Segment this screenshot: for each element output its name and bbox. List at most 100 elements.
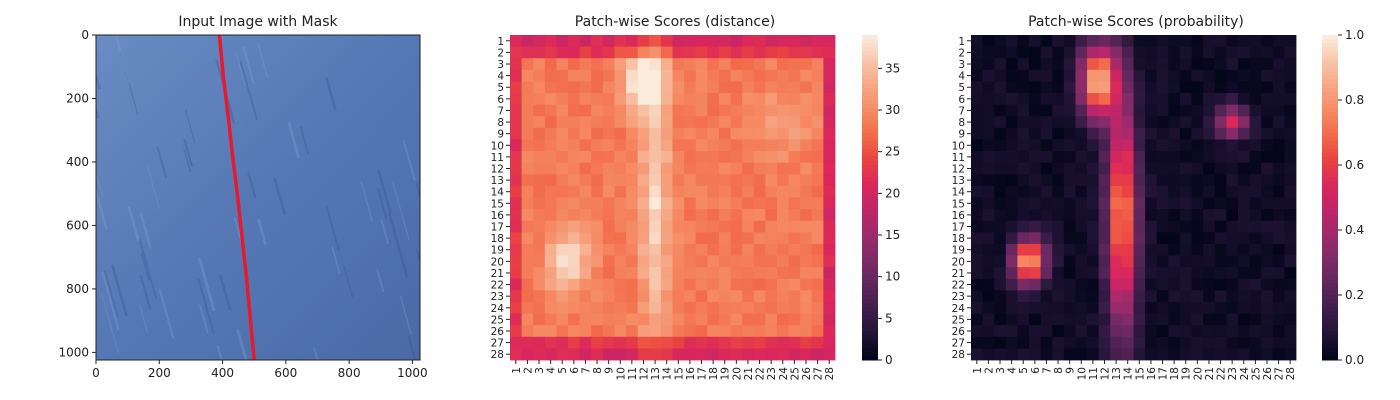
heatmap-cell [982, 174, 995, 187]
heatmap-cell [730, 209, 743, 222]
heatmap-cell [568, 104, 581, 117]
heatmap-cell [614, 278, 627, 291]
heatmap-cell [776, 197, 789, 210]
colorbar-band [1322, 156, 1338, 162]
image-texture [96, 35, 420, 360]
heatmap-cell [1121, 209, 1134, 222]
colorbar-band [1322, 104, 1338, 109]
heatmap-cell [707, 290, 720, 303]
heatmap-cell [637, 35, 650, 48]
heatmap-cell [649, 348, 662, 361]
heatmap-cell [994, 93, 1007, 106]
y-tick-label: 20 [491, 256, 504, 268]
heatmap-cell [1272, 255, 1285, 268]
heatmap-cell [823, 290, 836, 303]
heatmap-cell [579, 81, 592, 94]
heatmap-cell [1063, 58, 1076, 71]
heatmap-cell [971, 139, 984, 152]
heatmap-cell [695, 301, 708, 314]
heatmap-cell [1145, 151, 1158, 164]
colorbar-band [862, 315, 878, 320]
heatmap-cell [1249, 255, 1262, 268]
heatmap-cell [1017, 267, 1030, 280]
heatmap-cell [1029, 197, 1042, 210]
colorbar-band [1322, 160, 1338, 166]
heatmap-cell [1098, 267, 1111, 280]
heatmap-cell [1214, 232, 1227, 245]
heatmap-cell [1156, 35, 1169, 48]
heatmap-cell [1087, 139, 1100, 152]
heatmap-cell [730, 197, 743, 210]
heatmap-cell [1075, 313, 1088, 326]
heatmap-cell [1052, 336, 1065, 349]
heatmap-cell [742, 278, 755, 291]
heatmap-cell [591, 185, 604, 198]
heatmap-cell [811, 81, 824, 94]
colorbar-band [1322, 242, 1338, 247]
heatmap-cell [1063, 69, 1076, 82]
heatmap-cell [510, 127, 523, 140]
heatmap-cell [591, 69, 604, 82]
heatmap-cell [811, 58, 824, 71]
heatmap-cell [614, 104, 627, 117]
heatmap-cell [649, 104, 662, 117]
heatmap-cell [1237, 301, 1250, 314]
heatmap-cell [1087, 325, 1100, 338]
colorbar-band [862, 274, 878, 280]
x-tick-label: 7 [580, 367, 592, 374]
heatmap-cell [684, 325, 697, 338]
heatmap-cell [1237, 290, 1250, 303]
heatmap-cell [1087, 267, 1100, 280]
x-tick-label: 15 [1134, 367, 1146, 380]
heatmap-cell [730, 243, 743, 256]
heatmap-cell [510, 278, 523, 291]
heatmap-cell [649, 58, 662, 71]
heatmap-cell [994, 290, 1007, 303]
heatmap-cell [707, 104, 720, 117]
heatmap-cell [1040, 151, 1053, 164]
heatmap-cell [544, 35, 557, 48]
heatmap-cell [1098, 185, 1111, 198]
heatmap-cell [1063, 116, 1076, 129]
image-streak [101, 271, 120, 331]
colorbar-band [1322, 258, 1338, 263]
heatmap-cell [626, 58, 639, 71]
colorbar-band [862, 35, 878, 40]
image-streak [197, 257, 216, 312]
heatmap-cell [579, 325, 592, 338]
heatmap-cell [660, 151, 673, 164]
colorbar-band [862, 173, 878, 178]
heatmap-cell [556, 255, 569, 268]
colorbar-band [1322, 67, 1338, 73]
heatmap-cell [1063, 93, 1076, 106]
heatmap-cell [684, 93, 697, 106]
heatmap-cell [614, 255, 627, 268]
heatmap-cell [602, 69, 615, 82]
heatmap-cell [591, 104, 604, 117]
colorbar-band [862, 290, 878, 296]
image-streak [376, 187, 388, 219]
colorbar-band [862, 327, 878, 333]
input-image-title: Input Image with Mask [178, 14, 338, 30]
heatmap-cell [1087, 243, 1100, 256]
heatmap-cell [823, 185, 836, 198]
heatmap-cell [1284, 209, 1297, 222]
colorbar-band [862, 51, 878, 56]
heatmap-cell [1284, 151, 1297, 164]
heatmap-cell [533, 127, 546, 140]
heatmap-cell [649, 325, 662, 338]
heatmap-cell [718, 127, 731, 140]
heatmap-cell [637, 185, 650, 198]
heatmap-cell [765, 185, 778, 198]
heatmap-cell [1005, 301, 1018, 314]
colorbar-band [862, 270, 878, 276]
colorbar-band [1322, 152, 1338, 158]
heatmap-cell [1040, 174, 1053, 187]
heatmap-cell [1203, 313, 1216, 326]
y-tick-label: 22 [952, 280, 965, 292]
x-tick-label: 22 [1216, 367, 1228, 380]
heatmap-cell [568, 162, 581, 175]
heatmap-cell [568, 255, 581, 268]
heatmap-cell [684, 127, 697, 140]
heatmap-cell [1110, 58, 1123, 71]
